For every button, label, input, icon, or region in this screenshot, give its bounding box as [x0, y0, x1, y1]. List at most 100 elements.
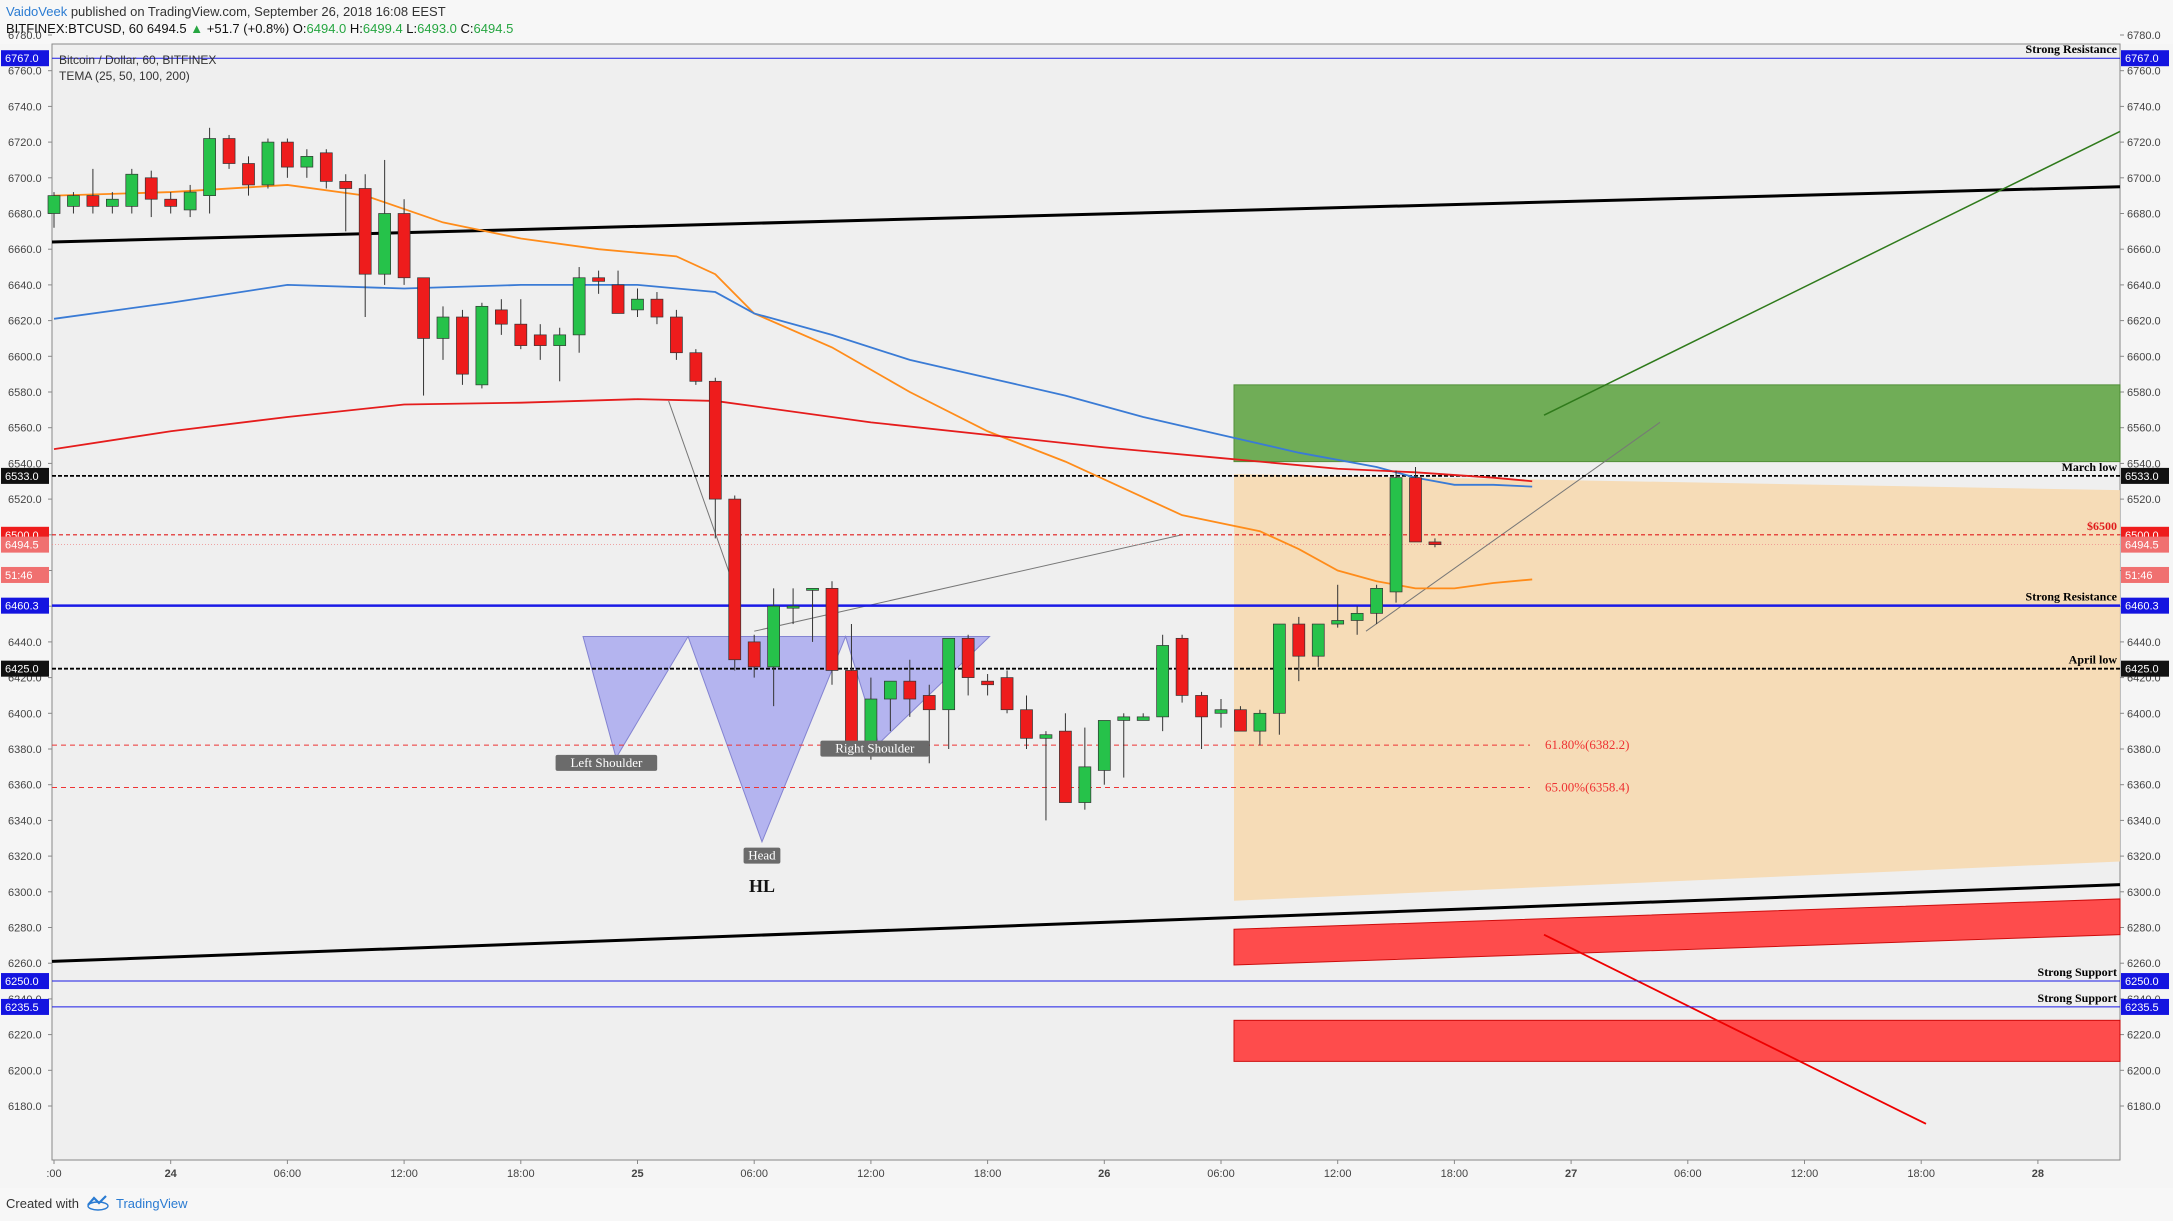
candle: [1175, 634, 1189, 703]
candle: [1370, 584, 1383, 625]
candle: [553, 327, 567, 382]
publish-line: VaidoVeek published on TradingView.com, …: [6, 4, 446, 19]
x-tick-label: 27: [1565, 1168, 1577, 1180]
candle-up: [1136, 716, 1150, 721]
candle-down: [397, 213, 411, 279]
price-tag-left: 6250.0: [5, 976, 39, 988]
candle: [358, 174, 372, 318]
y-tick-label-left: 6560.0: [8, 423, 42, 435]
candle-down: [611, 284, 625, 314]
candle: [183, 184, 197, 218]
price-tag-bg-left: [1, 50, 49, 67]
price-tag-left: 6533.0: [5, 471, 39, 483]
candle-down: [728, 498, 742, 661]
last-price: 6494.5: [146, 21, 187, 36]
h-value: 6499.4: [362, 21, 403, 36]
y-tick-label-left: 6440.0: [8, 637, 42, 649]
l-label: L:: [406, 21, 418, 36]
y-tick-label-right: 6320.0: [2127, 851, 2161, 863]
y-tick-label-right: 6620.0: [2127, 316, 2161, 328]
tema-line: [53, 398, 1533, 483]
y-tick-label-right: 6260.0: [2127, 958, 2161, 970]
candle-down: [1292, 623, 1306, 657]
price-tag-right: 6425.0: [2125, 664, 2159, 676]
y-tick-label-right: 6600.0: [2127, 351, 2161, 363]
level-label: Strong Support: [2038, 991, 2117, 1005]
candle-up: [67, 195, 80, 207]
candle-down: [903, 680, 917, 700]
candle: [922, 684, 936, 764]
candle-down: [1175, 637, 1189, 696]
lower-trendline: [51, 883, 2121, 963]
candle-up: [1097, 720, 1111, 771]
candle: [1272, 623, 1286, 735]
candle-down: [514, 323, 528, 346]
candle: [1097, 720, 1111, 785]
o-value: 6494.0: [306, 21, 347, 36]
y-tick-label-left: 6180.0: [8, 1101, 42, 1113]
candle-up: [1331, 620, 1345, 625]
tradingview-logo-icon[interactable]: [86, 1193, 110, 1211]
candle: [747, 634, 761, 678]
o-label: O:: [292, 21, 307, 36]
candle: [1409, 466, 1422, 543]
chart-legend: Bitcoin / Dollar, 60, BITFINEX TEMA (25,…: [59, 52, 216, 84]
candle: [1117, 713, 1131, 778]
author-link[interactable]: VaidoVeek: [6, 4, 68, 19]
y-tick-label-left: 6720.0: [8, 137, 42, 149]
y-tick-label-right: 6580.0: [2127, 387, 2161, 399]
candle-up: [1214, 709, 1228, 714]
y-tick-label-left: 6200.0: [8, 1065, 42, 1077]
candle-down: [922, 695, 936, 711]
y-tick-label-left: 6360.0: [8, 780, 42, 792]
candle-up: [1311, 623, 1325, 657]
ohlc-line: BITFINEX:BTCUSD, 60 6494.5 ▲ +51.7 (+0.8…: [6, 21, 513, 36]
y-tick-label-right: 6300.0: [2127, 887, 2161, 899]
candle-down: [222, 138, 236, 164]
chart[interactable]: 6180.06180.06200.06200.06220.06220.06240…: [0, 0, 2173, 1188]
hl-label: HL: [749, 876, 775, 896]
candle-up: [942, 637, 956, 711]
support-zone-red-2: [1233, 1019, 2121, 1062]
candle-up: [1078, 766, 1092, 803]
y-tick-label-right: 6400.0: [2127, 708, 2161, 720]
candle: [300, 149, 314, 178]
move-line-3: [1365, 421, 1661, 632]
x-tick-label: 18:00: [1441, 1168, 1469, 1180]
tema-line: [53, 184, 1533, 590]
candle: [903, 659, 917, 717]
l-value: 6493.0: [417, 21, 457, 36]
candle-down: [319, 152, 333, 182]
price-tag-left: 6767.0: [5, 53, 39, 65]
y-tick-label-left: 6280.0: [8, 923, 42, 935]
candle-up: [436, 316, 450, 339]
x-tick-label: 25: [631, 1168, 643, 1180]
retracement-zone: [1234, 474, 2120, 901]
y-tick-label-right: 6200.0: [2127, 1065, 2161, 1077]
level-label: $6500: [2087, 519, 2117, 533]
candle-up: [864, 698, 878, 746]
y-tick-label-right: 6280.0: [2127, 923, 2161, 935]
candle: [1350, 606, 1364, 635]
price-tag-bg-left: [1, 597, 49, 614]
tradingview-brand-link[interactable]: TradingView: [116, 1196, 188, 1211]
created-with-text: Created with: [6, 1196, 79, 1211]
y-tick-label-right: 6540.0: [2127, 458, 2161, 470]
indicator-label: TEMA (25, 50, 100, 200): [59, 69, 190, 83]
candle-up: [1039, 734, 1053, 739]
price-tag-right: 6460.3: [2125, 601, 2159, 613]
price-tag-right: 51:46: [2125, 570, 2153, 582]
y-tick-label-right: 6700.0: [2127, 173, 2161, 185]
y-tick-label-right: 6220.0: [2127, 1030, 2161, 1042]
candle-down: [242, 163, 255, 186]
symbol: BITFINEX:BTCUSD, 60: [6, 21, 144, 36]
upper-trendline: [51, 185, 2121, 244]
price-tag-bg-right: [2121, 973, 2169, 990]
left-shoulder-label: Left Shoulder: [570, 755, 643, 770]
candle: [1234, 706, 1247, 732]
candle: [1331, 584, 1345, 628]
price-tag-bg-left: [1, 998, 49, 1015]
candle-down: [961, 637, 975, 678]
candle: [164, 192, 178, 214]
candle: [1292, 616, 1306, 682]
